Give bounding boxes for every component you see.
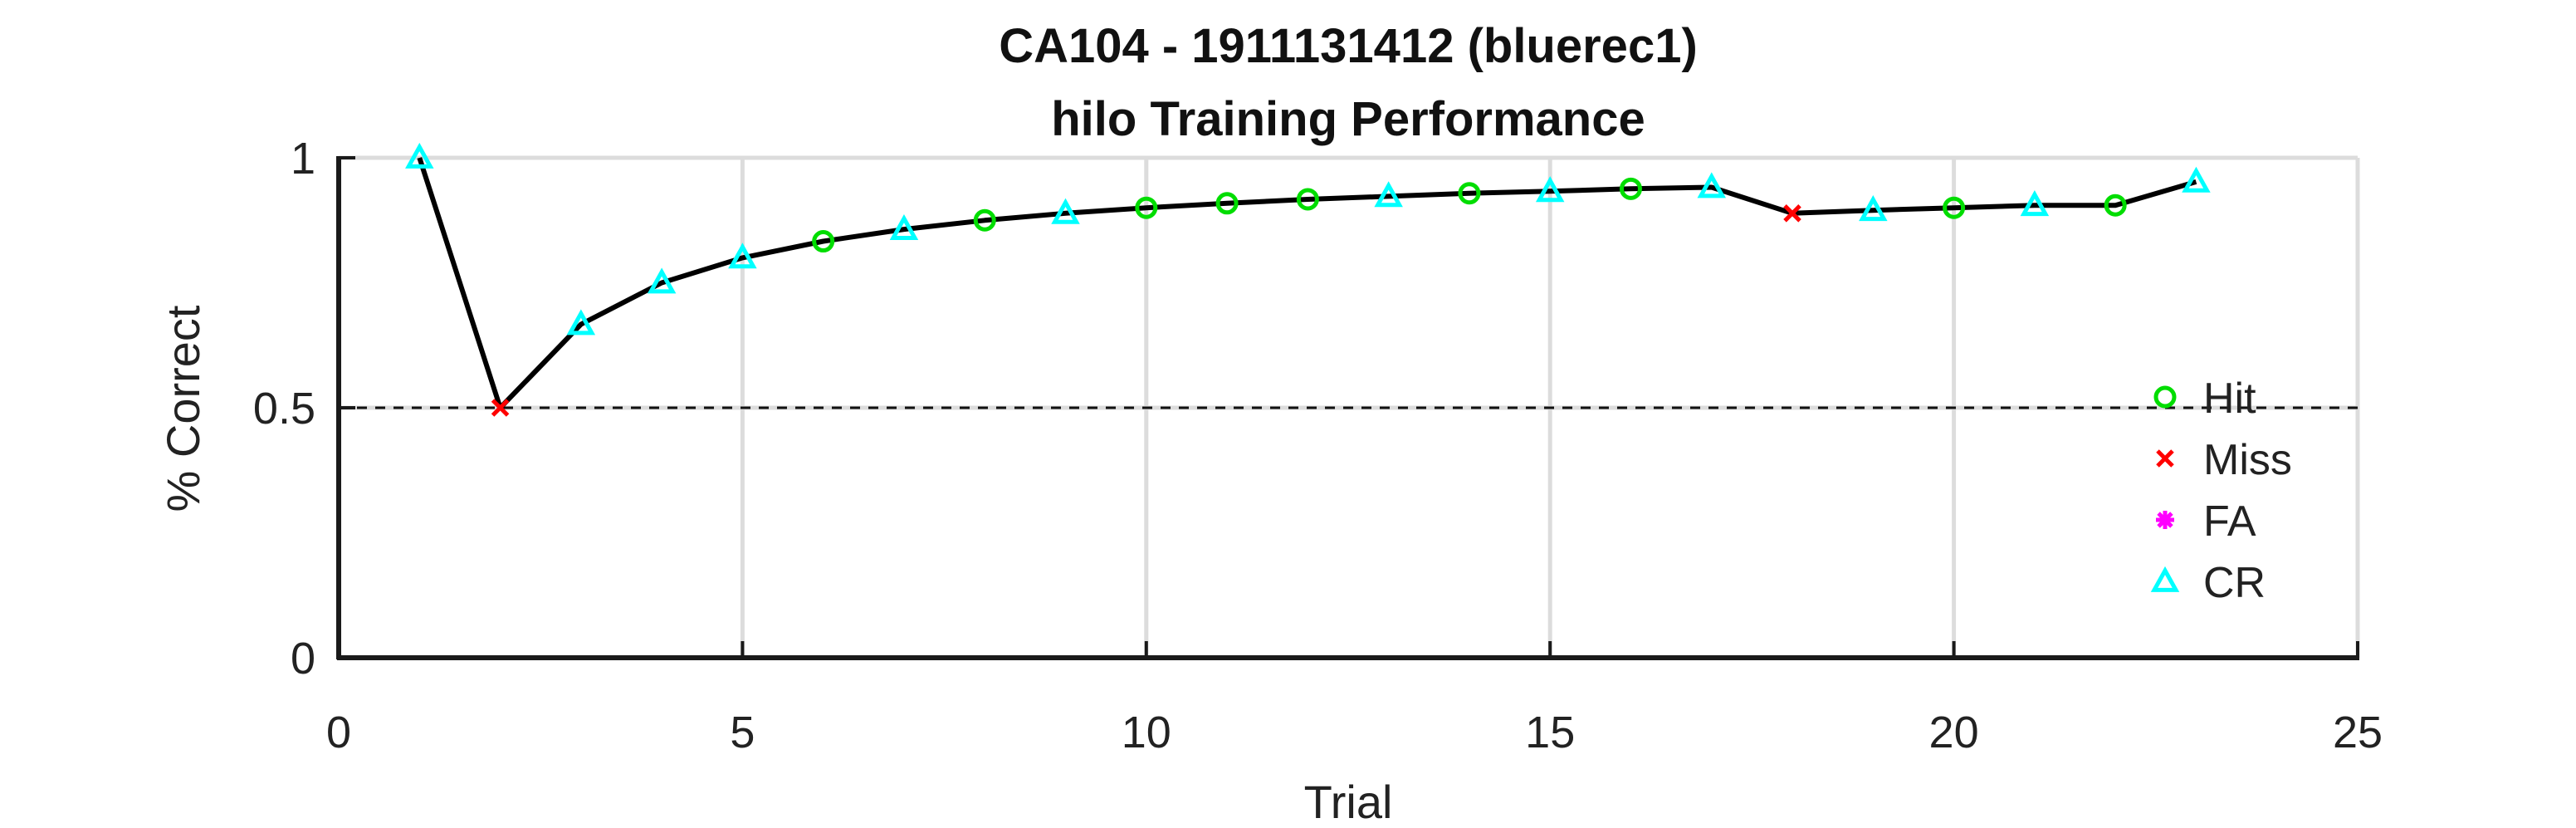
data-point-hit bbox=[1943, 196, 1966, 219]
data-point-cr bbox=[1535, 176, 1565, 203]
data-point-cr bbox=[1859, 195, 1888, 222]
data-point-cr bbox=[2182, 166, 2211, 193]
legend-label-miss: Miss bbox=[2203, 436, 2292, 484]
legend-marker-cr bbox=[2150, 566, 2180, 592]
legend-label-cr: CR bbox=[2203, 559, 2266, 607]
chart-subtitle: hilo Training Performance bbox=[1051, 92, 1645, 146]
tick-labels: 0 5 10 15 20 25 0 0.5 1 bbox=[253, 134, 2383, 757]
legend-label-hit: Hit bbox=[2203, 375, 2256, 423]
legend-label-fa: FA bbox=[2203, 497, 2256, 546]
legend: Hit Miss FA CR bbox=[2150, 375, 2292, 607]
series-line-layer bbox=[417, 157, 2197, 410]
y-tick-label: 0 bbox=[291, 634, 315, 683]
marker-x bbox=[491, 399, 510, 417]
x-tick-label: 5 bbox=[730, 708, 755, 757]
marker-circle bbox=[1215, 192, 1239, 215]
x-tick-label: 15 bbox=[1525, 708, 1575, 757]
marker-asterisk bbox=[2156, 511, 2174, 529]
data-point-hit bbox=[1215, 192, 1239, 215]
marker-triangle bbox=[1859, 195, 1888, 222]
marker-triangle bbox=[647, 267, 677, 294]
data-point-cr bbox=[405, 142, 434, 169]
marker-circle bbox=[812, 230, 835, 253]
data-point-cr bbox=[889, 213, 919, 240]
axes bbox=[336, 156, 2359, 660]
y-tick-label: 0.5 bbox=[253, 384, 315, 434]
data-point-hit bbox=[812, 230, 835, 253]
marker-triangle bbox=[1051, 198, 1080, 224]
marker-circle bbox=[1619, 177, 1642, 200]
legend-marker-miss bbox=[2156, 449, 2174, 468]
marker-triangle bbox=[405, 142, 434, 169]
legend-item-hit: Hit bbox=[2153, 375, 2256, 423]
marker-triangle bbox=[566, 309, 596, 336]
marker-triangle bbox=[728, 243, 757, 269]
x-tick-label: 25 bbox=[2333, 708, 2383, 757]
y-tick-label: 1 bbox=[291, 134, 315, 184]
data-point-hit bbox=[1619, 177, 1642, 200]
x-tick-label: 0 bbox=[326, 708, 351, 757]
data-point-cr bbox=[566, 309, 596, 336]
marker-circle bbox=[973, 208, 996, 232]
marker-x bbox=[1783, 204, 1801, 223]
data-point-miss bbox=[491, 399, 510, 417]
marker-circle bbox=[2104, 194, 2127, 217]
data-point-cr bbox=[647, 267, 677, 294]
data-point-hit bbox=[1135, 196, 1158, 219]
marker-circle bbox=[1296, 188, 1319, 211]
data-point-miss bbox=[1783, 204, 1801, 223]
legend-item-miss: Miss bbox=[2156, 436, 2292, 484]
data-point-hit bbox=[1296, 188, 1319, 211]
data-point-cr bbox=[1697, 172, 1727, 198]
data-point-cr bbox=[1374, 181, 1403, 208]
legend-marker-hit bbox=[2153, 385, 2177, 409]
x-axis-label: Trial bbox=[1304, 776, 1393, 828]
marker-circle bbox=[1458, 182, 1481, 205]
legend-item-cr: CR bbox=[2150, 559, 2266, 607]
data-point-hit bbox=[973, 208, 996, 232]
marker-x bbox=[2156, 449, 2174, 468]
y-axis-label: % Correct bbox=[157, 305, 209, 512]
marker-circle bbox=[1943, 196, 1966, 219]
data-point-cr bbox=[1051, 198, 1080, 224]
marker-layer bbox=[405, 142, 2211, 417]
marker-triangle bbox=[2150, 566, 2180, 592]
performance-line bbox=[417, 157, 2197, 410]
marker-triangle bbox=[889, 213, 919, 240]
data-point-hit bbox=[1458, 182, 1481, 205]
marker-triangle bbox=[1697, 172, 1727, 198]
legend-marker-fa bbox=[2156, 511, 2174, 529]
x-tick-label: 10 bbox=[1122, 708, 1171, 757]
marker-triangle bbox=[1374, 181, 1403, 208]
marker-circle bbox=[1135, 196, 1158, 219]
legend-item-fa: FA bbox=[2156, 497, 2256, 546]
data-point-cr bbox=[728, 243, 757, 269]
x-tick-label: 20 bbox=[1929, 708, 1979, 757]
marker-triangle bbox=[1535, 176, 1565, 203]
marker-triangle bbox=[2182, 166, 2211, 193]
chart-title: CA104 - 1911131412 (bluerec1) bbox=[999, 19, 1698, 73]
marker-circle bbox=[2153, 385, 2177, 409]
data-point-hit bbox=[2104, 194, 2127, 217]
data-point-cr bbox=[2020, 190, 2050, 217]
marker-triangle bbox=[2020, 190, 2050, 217]
